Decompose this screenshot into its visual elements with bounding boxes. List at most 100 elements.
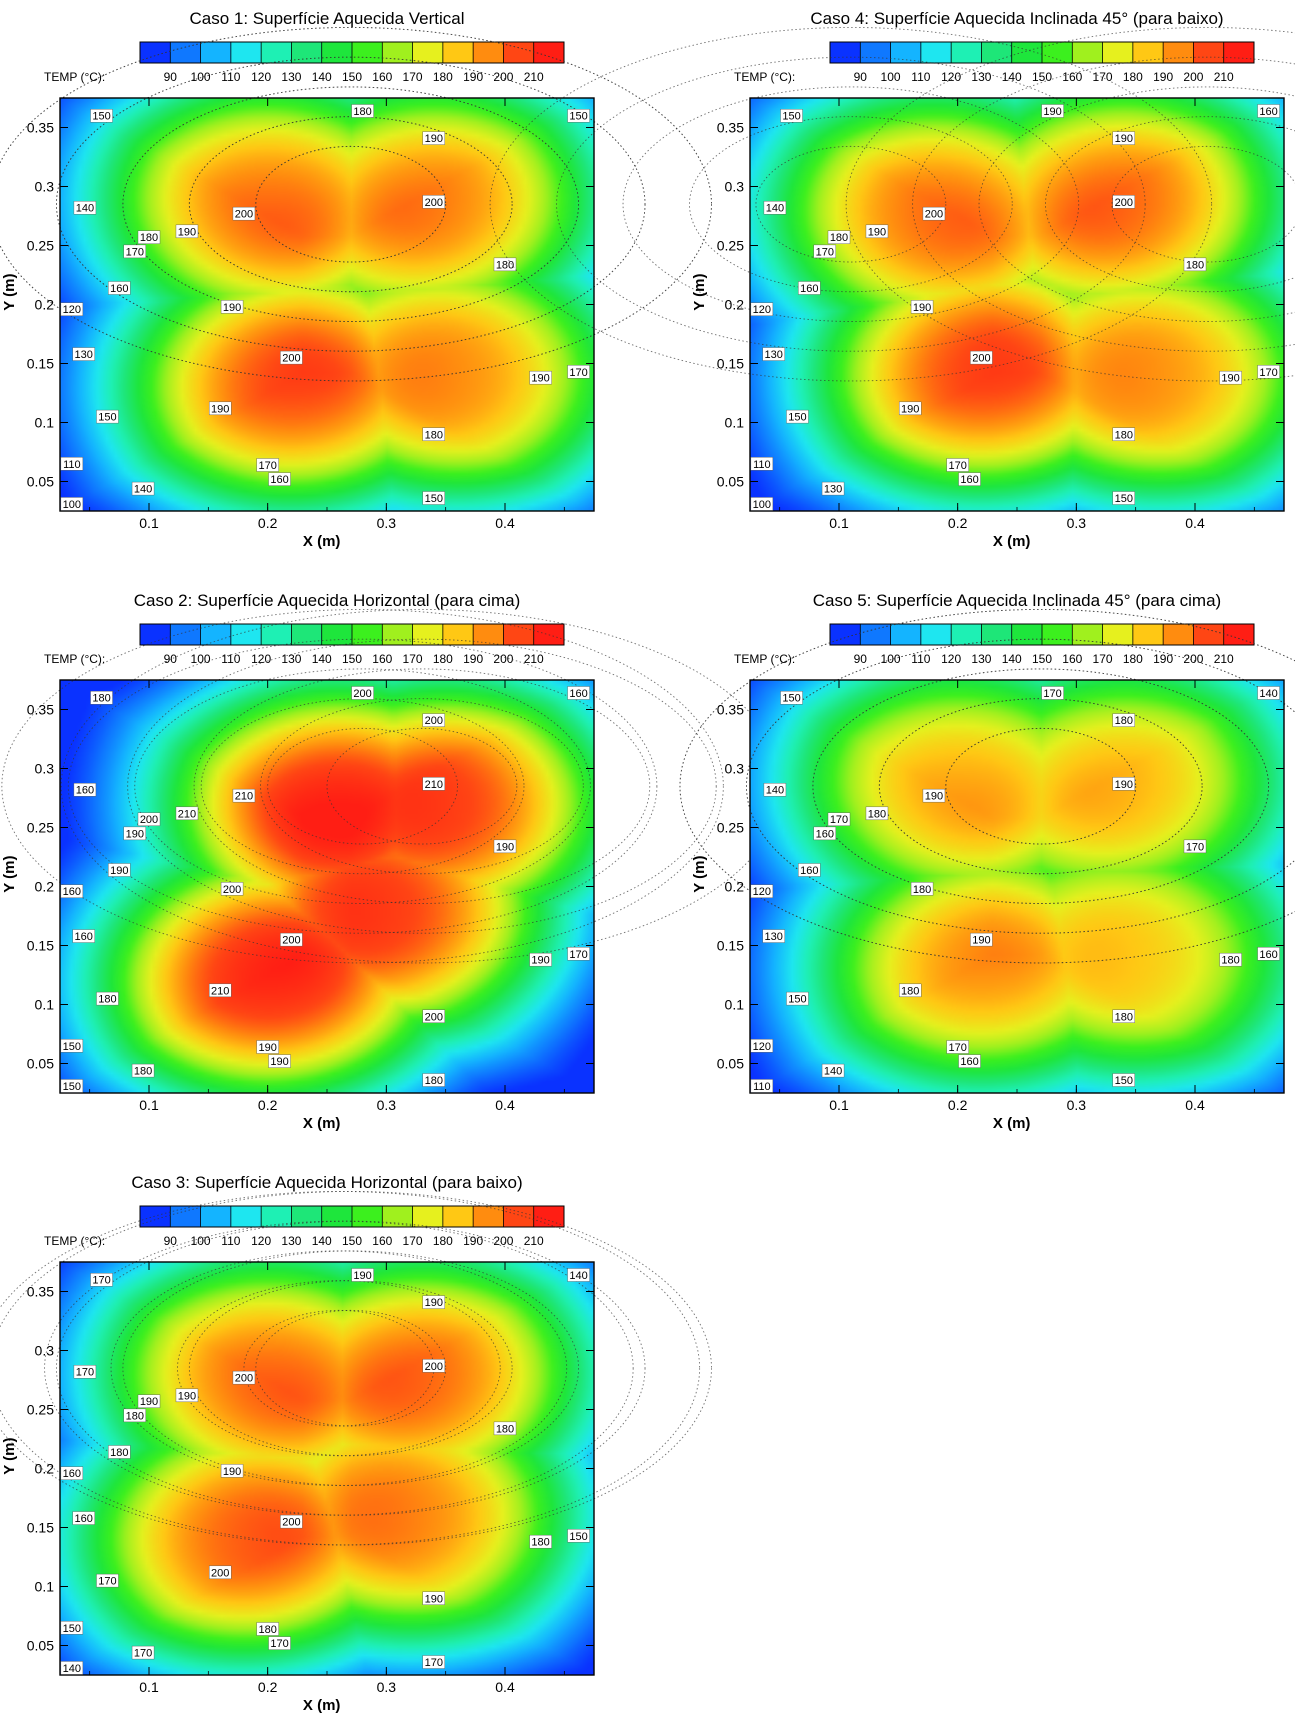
colorbar-label: TEMP (°C):: [44, 1234, 105, 1248]
contour-label: 130: [821, 481, 845, 496]
colorbar-label: TEMP (°C):: [734, 652, 795, 666]
contour-label-text: 200: [211, 1567, 229, 1579]
colorbar-segment: [473, 624, 504, 645]
contour-line: [44, 1220, 634, 1516]
contour-label-text: 170: [948, 460, 966, 472]
colorbar-segment: [920, 42, 952, 63]
contour-label-box: [422, 1591, 445, 1605]
contour-line: [679, 609, 1295, 964]
contour-label-box: [60, 1466, 84, 1480]
contour-label-text: 160: [63, 1468, 81, 1480]
contour-label-text: 150: [92, 111, 110, 123]
contour-label-text: 150: [788, 994, 806, 1006]
contour-label-text: 200: [282, 1517, 300, 1529]
x-tick-label: 0.2: [258, 515, 278, 531]
contour-label-text: 150: [1115, 493, 1133, 505]
contour-line: [689, 116, 1013, 293]
contour-label: 180: [898, 983, 922, 997]
contour-line: [260, 698, 584, 875]
colorbar-segment: [291, 624, 323, 645]
colorbar-tick-label: 100: [881, 652, 901, 666]
contour-label: 180: [1183, 257, 1207, 271]
contour-label: 140: [60, 1661, 84, 1675]
contour-line: [622, 86, 1080, 322]
contour-label-box: [970, 932, 993, 947]
contour-label: 180: [137, 230, 161, 244]
contour-label: 170: [1257, 365, 1280, 379]
colorbar-label: TEMP (°C):: [734, 70, 795, 84]
contour-label-box: [1112, 777, 1135, 791]
contour-label-text: 190: [140, 1396, 158, 1408]
contour-label-box: [493, 1421, 517, 1436]
contour-label: 160: [72, 929, 95, 943]
y-axis-label: Y (m): [1, 273, 18, 310]
contour-label: 180: [123, 1408, 146, 1422]
colorbar-segment: [503, 42, 535, 63]
contour-label: 150: [780, 690, 803, 705]
contour-label: 160: [958, 1054, 981, 1068]
x-tick-label: 0.4: [495, 1097, 515, 1113]
x-tick-label: 0.1: [139, 1097, 159, 1113]
contour-label: 140: [821, 1063, 845, 1078]
contour-label-text: 190: [178, 226, 196, 238]
colorbar-tick-label: 210: [524, 70, 544, 84]
contour-line: [1111, 145, 1295, 263]
contour-label-box: [351, 1268, 374, 1282]
y-tick-label: 0.2: [35, 297, 55, 313]
contour-label: 200: [208, 1565, 232, 1580]
contour-label: 190: [422, 1591, 445, 1605]
contour-label-text: 160: [75, 931, 93, 943]
contour-label-text: 140: [766, 203, 784, 215]
colorbar-segment: [321, 624, 353, 645]
contour-label-box: [422, 1359, 445, 1373]
contour-label-text: 180: [258, 1624, 276, 1636]
colorbar-segment: [382, 624, 414, 645]
contour-label: 200: [970, 350, 993, 365]
contour-label: 160: [813, 826, 836, 840]
contour-label: 200: [422, 1359, 445, 1373]
contour-label-box: [72, 347, 95, 361]
contour-label-text: 120: [63, 304, 81, 316]
contour-label: 180: [910, 882, 934, 896]
contour-label-text: 160: [110, 283, 128, 295]
contour-label: 200: [280, 932, 303, 947]
colorbar-segment: [473, 42, 504, 63]
contour-label-text: 200: [140, 814, 158, 826]
y-tick-label: 0.35: [717, 702, 744, 718]
y-tick-label: 0.05: [717, 474, 744, 490]
colorbar-segment: [1223, 42, 1255, 63]
contour-label-box: [567, 365, 590, 379]
x-axis-label: X (m): [993, 1115, 1031, 1132]
contour-label-box: [1112, 427, 1135, 441]
contour-label-box: [208, 1565, 232, 1580]
contour-label-text: 210: [211, 985, 229, 997]
contour-label-text: 150: [63, 1041, 81, 1053]
contour-label: 170: [73, 1365, 97, 1379]
colorbar-tick-label: 130: [971, 652, 991, 666]
colorbar-tick-label: 140: [1002, 652, 1022, 666]
contour-label: 170: [1041, 686, 1064, 700]
colorbar-tick-label: 90: [854, 70, 868, 84]
contour-label: 120: [750, 884, 774, 898]
x-tick-label: 0.3: [377, 515, 397, 531]
colorbar-segment: [140, 624, 171, 645]
y-tick-label: 0.2: [725, 297, 745, 313]
contour-label-text: 210: [235, 791, 253, 803]
contour-label: 190: [922, 788, 946, 803]
contour-label-text: 160: [800, 865, 818, 877]
x-tick-label: 0.3: [377, 1679, 397, 1695]
contour-label: 140: [1257, 686, 1280, 700]
y-tick-label: 0.35: [27, 1284, 54, 1300]
contour-label-text: 190: [1115, 133, 1133, 145]
contour-label-text: 150: [782, 693, 800, 705]
contour-label-text: 120: [753, 1041, 771, 1053]
colorbar-tick-label: 150: [342, 70, 362, 84]
contour-label: 110: [750, 1079, 774, 1093]
contour-label: 200: [422, 195, 445, 209]
colorbar-segment: [382, 1206, 414, 1227]
colorbar-segment: [890, 42, 922, 63]
y-tick-label: 0.1: [35, 1579, 55, 1595]
contour-label-box: [493, 839, 517, 854]
contour-label-box: [1257, 365, 1280, 379]
contour-label: 190: [422, 131, 445, 145]
